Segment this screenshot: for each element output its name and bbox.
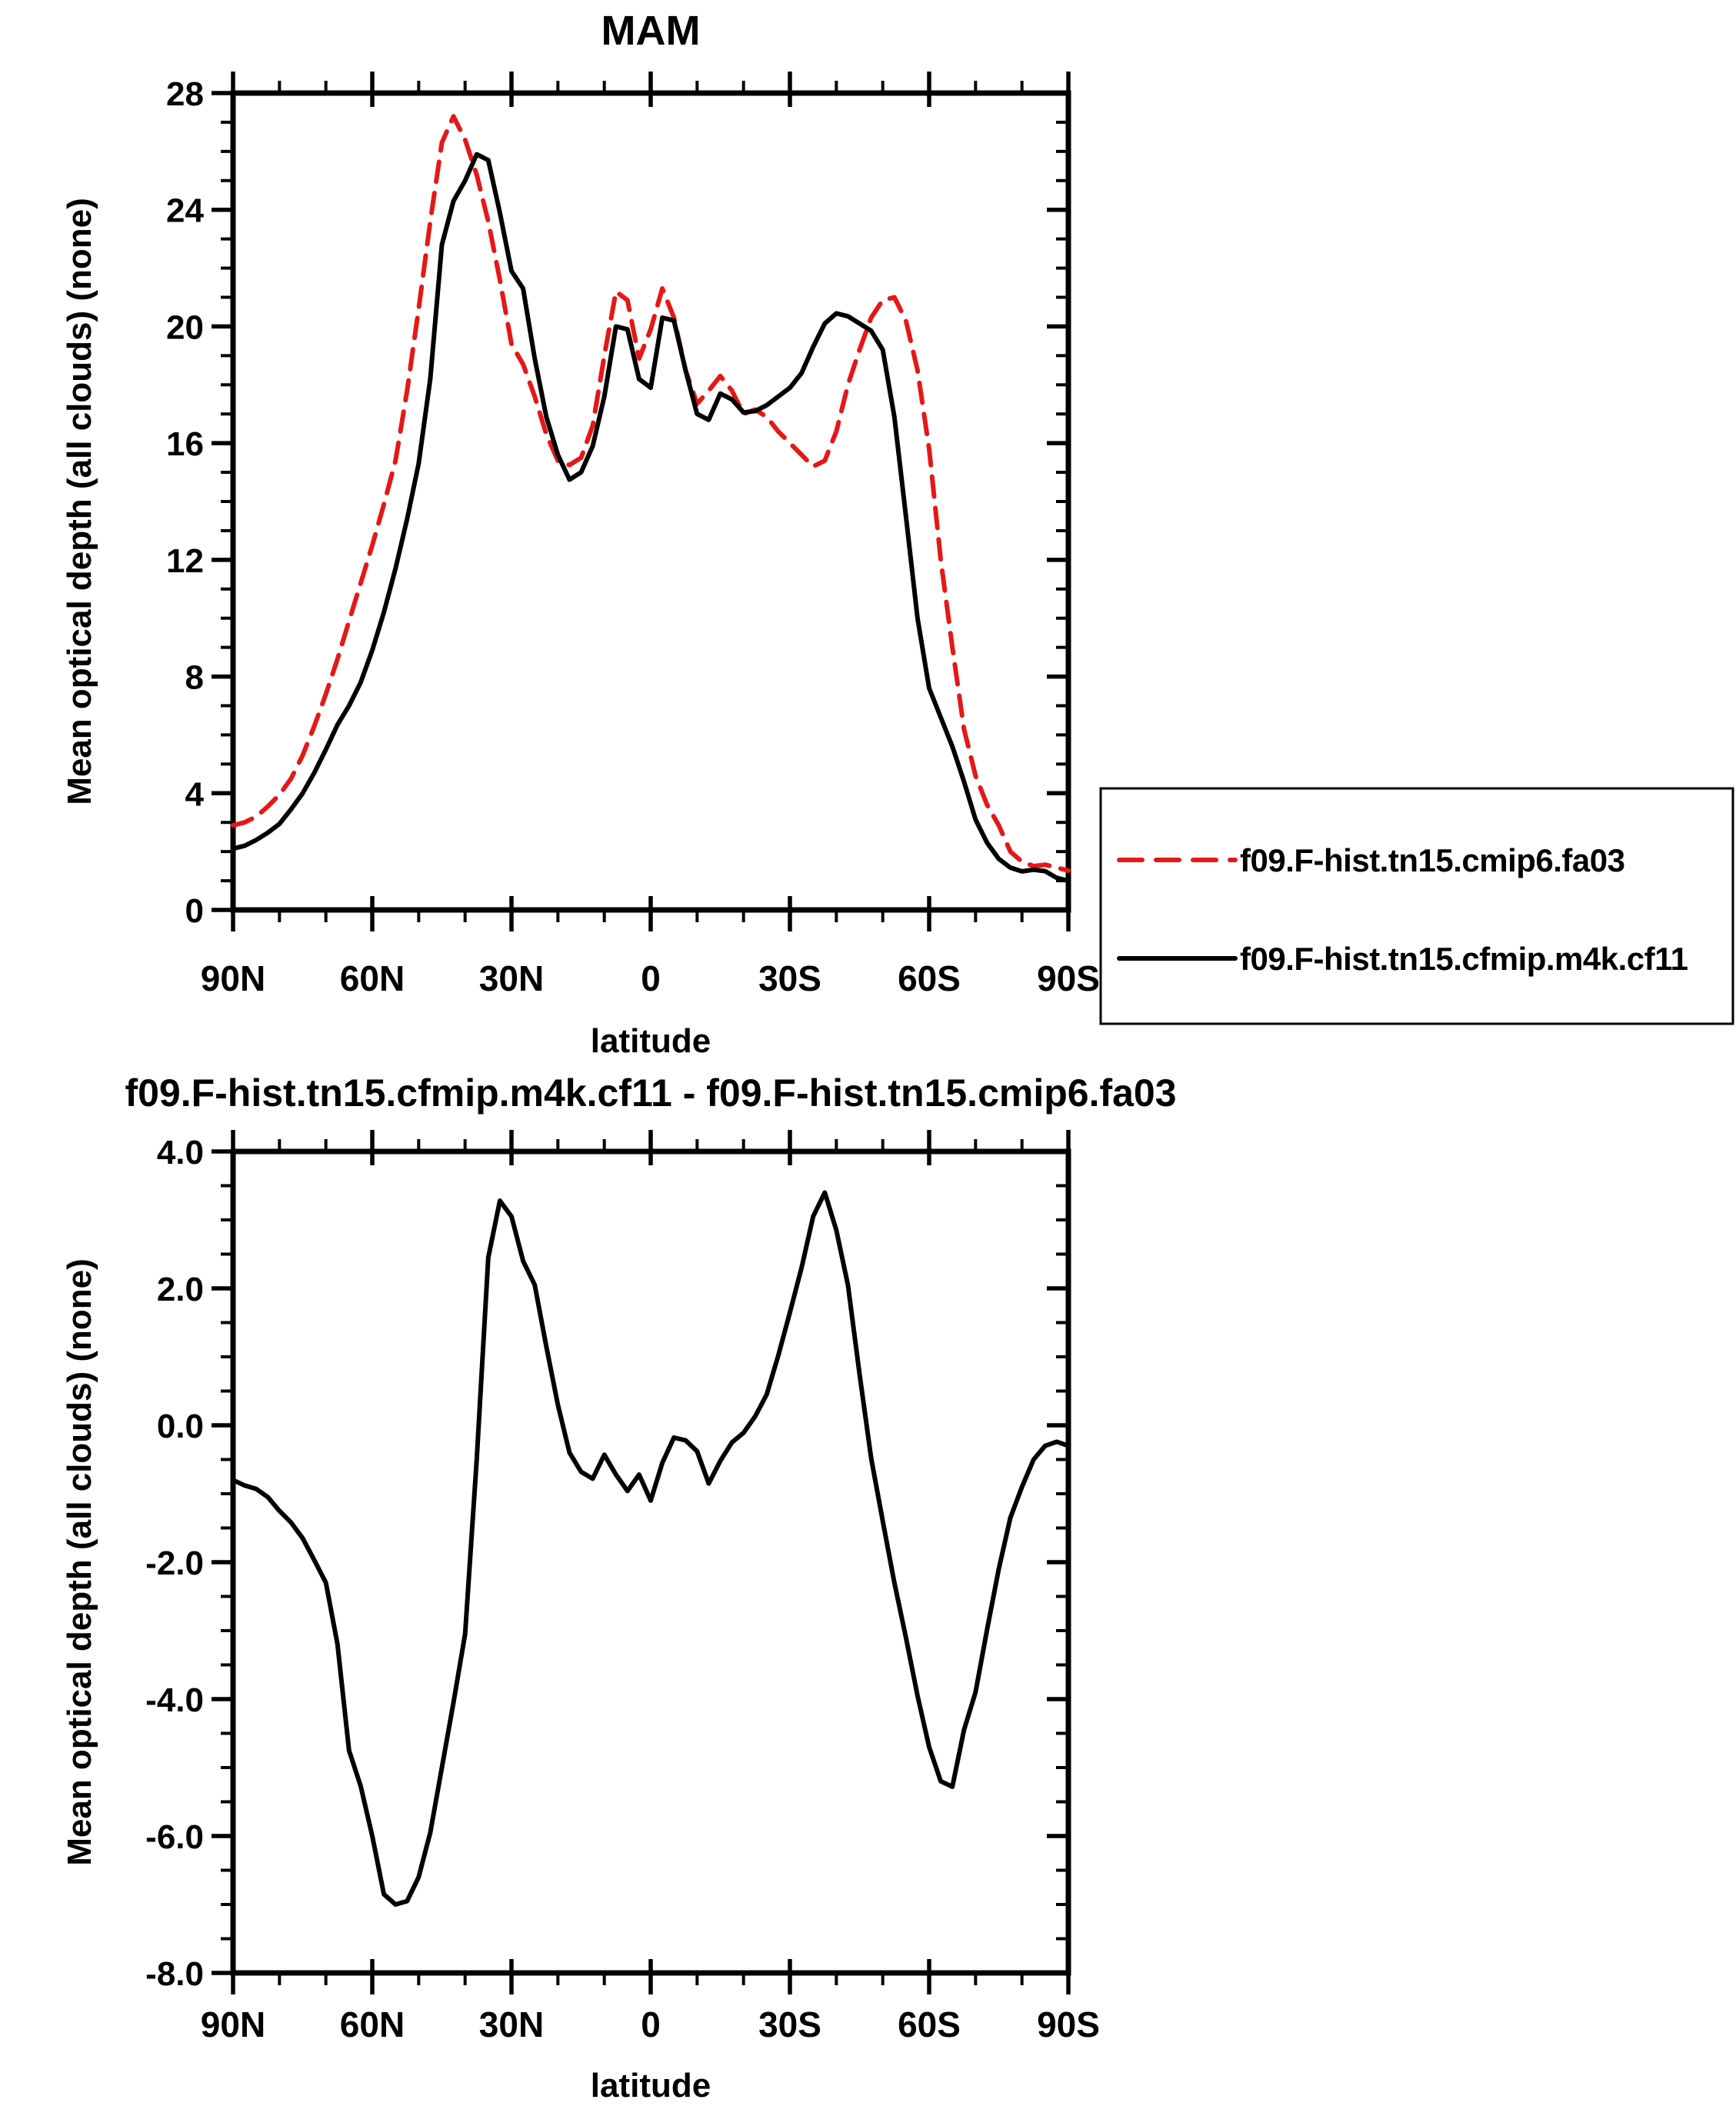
series-line-0 [231, 114, 1071, 873]
x-axis-label: latitude [591, 1022, 711, 1060]
y-axis-ticks [212, 1149, 1068, 1975]
legend-label: f09.F-hist.tn15.cfmip.m4k.cf11 [1240, 941, 1688, 977]
y-axis-label: Mean optical depth (all clouds) (none) [61, 198, 98, 805]
y-tick-label: -4.0 [145, 1681, 204, 1719]
legend-box [1099, 787, 1734, 1025]
x-axis-label: latitude [591, 2067, 711, 2104]
series-line-0 [231, 1190, 1071, 1907]
x-tick-label: 0 [641, 958, 661, 998]
y-axis-label: Mean optical depth (all clouds) (none) [61, 1258, 98, 1866]
y-tick-label: -6.0 [145, 1818, 204, 1856]
y-tick-label: 28 [166, 75, 204, 113]
plot-frame [230, 1148, 1071, 1976]
y-tick-label: 0.0 [157, 1408, 204, 1445]
y-tick-label: 2.0 [157, 1271, 204, 1308]
legend-label: f09.F-hist.tn15.cmip6.fa03 [1240, 842, 1625, 878]
y-tick-label: 4.0 [157, 1134, 204, 1171]
x-axis-ticks [231, 1130, 1071, 1994]
x-tick-label: 30N [479, 958, 544, 998]
x-tick-label: 30S [758, 2004, 821, 2044]
chart-title: f09.F-hist.tn15.cfmip.m4k.cf11 - f09.F-h… [125, 1071, 1176, 1115]
x-tick-label: 90S [1037, 958, 1100, 998]
y-tick-label: 0 [185, 892, 204, 930]
x-tick-label: 90N [201, 958, 265, 998]
chart-title: MAM [601, 8, 701, 54]
y-tick-label: 16 [166, 425, 204, 463]
y-tick-label: 20 [166, 308, 204, 346]
x-tick-label: 30N [479, 2004, 544, 2044]
series-line-1 [231, 152, 1071, 884]
y-tick-label: -8.0 [145, 1955, 204, 1993]
x-tick-label: 0 [641, 2004, 661, 2044]
y-tick-label: 12 [166, 542, 204, 580]
y-axis-ticks [212, 91, 1068, 912]
y-tick-label: 4 [185, 775, 205, 813]
mam-chart: 90N 60N 30N 0 30S 60S 90S 0 4 8 12 16 20 24 28 MAM latit… [61, 8, 1734, 1060]
x-tick-label: 90S [1037, 2004, 1100, 2044]
y-tick-label: 8 [185, 659, 204, 697]
difference-chart: 90N 60N 30N 0 30S 60S 90S -8.0 -6.0 -4.0 -2.0 0.0 2.… [61, 1071, 1177, 2104]
x-tick-label: 60S [898, 958, 961, 998]
x-tick-label: 90N [201, 2004, 265, 2044]
x-tick-label: 60N [340, 958, 405, 998]
y-tick-label: 24 [166, 192, 204, 230]
plot-frame [230, 90, 1071, 913]
x-tick-label: 60S [898, 2004, 961, 2044]
y-tick-label: -2.0 [145, 1545, 204, 1582]
x-tick-label: 30S [758, 958, 821, 998]
legend: f09.F-hist.tn15.cmip6.fa03 f09.F-hist.tn1… [1099, 787, 1734, 1025]
x-tick-label: 60N [340, 2004, 405, 2044]
x-axis-ticks [231, 72, 1071, 931]
